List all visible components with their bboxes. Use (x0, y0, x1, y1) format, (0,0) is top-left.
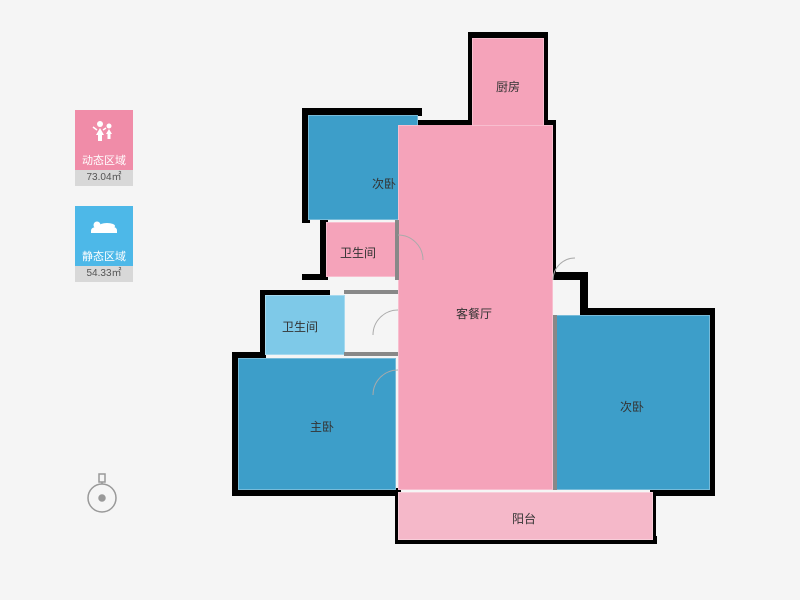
wall (553, 315, 557, 490)
legend-static-value: 54.33㎡ (75, 266, 133, 282)
label-bathroom1: 卫生间 (340, 244, 376, 261)
label-bedroom-top: 次卧 (372, 175, 396, 192)
legend-dynamic-value: 73.04㎡ (75, 170, 133, 186)
label-balcony: 阳台 (512, 510, 536, 527)
room-living-ext (418, 125, 472, 225)
people-icon (75, 110, 133, 152)
legend-panel: 动态区域 73.04㎡ 静态区域 54.33㎡ (75, 110, 133, 302)
legend-dynamic: 动态区域 73.04㎡ (75, 110, 133, 186)
legend-static-label: 静态区域 (75, 248, 133, 266)
wall (395, 220, 399, 280)
label-bathroom2: 卫生间 (282, 318, 318, 335)
wall (302, 274, 328, 280)
label-bedroom-right: 次卧 (620, 398, 644, 415)
floorplan: 厨房 次卧 卫生间 客餐厅 卫生间 主卧 次卧 阳台 (220, 20, 760, 580)
label-kitchen: 厨房 (496, 78, 520, 95)
label-master: 主卧 (310, 418, 334, 435)
legend-dynamic-label: 动态区域 (75, 152, 133, 170)
compass-icon (82, 470, 122, 510)
label-living: 客餐厅 (456, 305, 492, 322)
wall (344, 352, 398, 356)
wall (344, 290, 398, 294)
legend-static: 静态区域 54.33㎡ (75, 206, 133, 282)
sleep-icon (75, 206, 133, 248)
